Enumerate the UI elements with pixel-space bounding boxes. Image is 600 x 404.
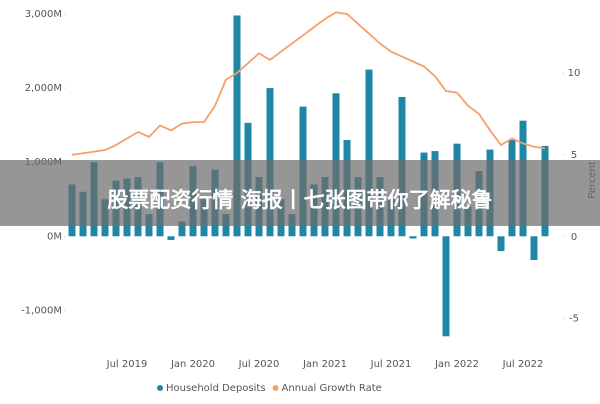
y2-tick-label: -5 — [569, 314, 579, 325]
legend-marker — [272, 385, 279, 391]
y-tick-label: 2,000M — [25, 83, 62, 94]
x-tick-label: Jan 2022 — [434, 359, 479, 370]
y2-tick-label: 0 — [571, 232, 577, 243]
y2-tick-label: 10 — [568, 68, 581, 79]
y-tick-label: 0M — [47, 231, 62, 242]
y-tick-label: 3,000M — [25, 9, 62, 20]
x-tick-label: Jan 2021 — [302, 359, 347, 370]
x-tick-label: Jul 2019 — [106, 359, 148, 370]
line — [71, 11, 546, 156]
bar — [233, 15, 241, 237]
bar — [530, 236, 538, 260]
legend-label: Annual Growth Rate — [282, 383, 382, 394]
bar — [178, 221, 186, 237]
x-tick-label: Jan 2020 — [170, 359, 215, 370]
bar — [167, 236, 175, 240]
bar — [365, 69, 373, 237]
y-tick-label: -1,000M — [21, 305, 62, 316]
y2-tick-label: 5 — [571, 150, 577, 161]
bar — [409, 236, 417, 239]
x-tick-label: Jul 2022 — [502, 359, 544, 370]
bar — [442, 236, 450, 337]
legend-label: Household Deposits — [166, 383, 266, 394]
banner-text: 股票配资行情 海报丨七张图带你了解秘鲁 — [0, 160, 600, 226]
x-tick-label: Jul 2021 — [370, 359, 412, 370]
bar — [497, 236, 505, 252]
x-tick-label: Jul 2020 — [238, 359, 280, 370]
legend-marker — [157, 385, 163, 391]
